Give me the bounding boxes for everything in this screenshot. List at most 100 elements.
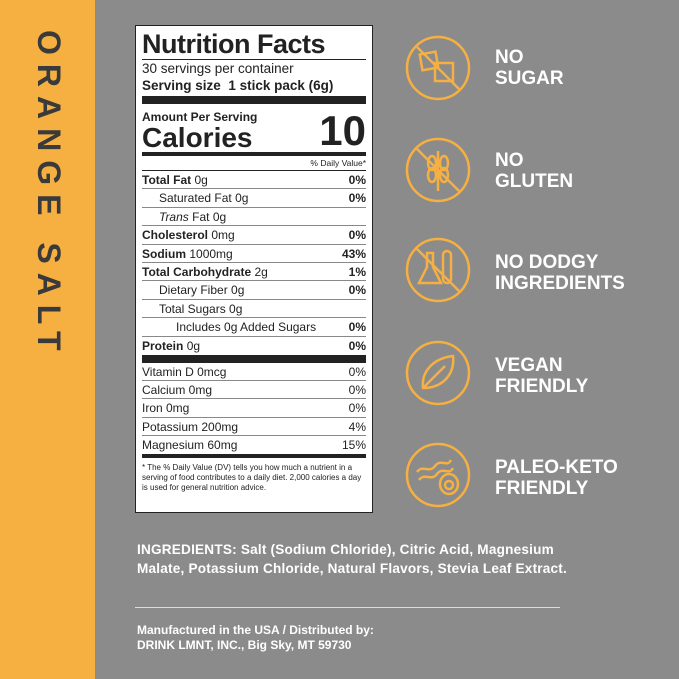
- side-strip: ORANGE SALT: [0, 0, 95, 679]
- nutrient-rows: Total Fat 0g 0% Saturated Fat 0g 0% Trans Fa…: [142, 171, 366, 363]
- nutrient-dv: 0%: [348, 173, 366, 187]
- vitamin-name: Vitamin D 0mcg: [142, 364, 227, 379]
- serving-size-value: 1 stick pack (6g): [228, 78, 334, 93]
- vitamin-row: Iron 0mg 0%: [142, 399, 366, 418]
- nf-title: Nutrition Facts: [142, 29, 366, 60]
- claim-line: PALEO-KETO: [495, 457, 618, 478]
- claim-line: FRIENDLY: [495, 375, 589, 397]
- serving-size-label: Serving size: [142, 78, 221, 93]
- nutrient-amount: 0g: [212, 209, 227, 224]
- vitamin-row: Magnesium 60mg 15%: [142, 436, 366, 454]
- vitamin-row: Potassium 200mg 4%: [142, 418, 366, 437]
- vitamin-dv: 0%: [348, 401, 366, 416]
- nutrient-dv: 43%: [341, 246, 366, 261]
- nutrient-dv: 0%: [348, 320, 366, 335]
- vitamin-name: Potassium 200mg: [142, 419, 239, 434]
- claim: NO GLUTEN: [495, 150, 573, 192]
- nutrient-amount: 0g: [231, 283, 245, 298]
- nutrient-row: Includes 0g Added Sugars 0%: [142, 318, 366, 337]
- vitamin-dv: 15%: [341, 438, 366, 453]
- claim-line: SUGAR: [495, 68, 564, 89]
- nutrient-amount: 0mg: [211, 228, 235, 243]
- nutrition-facts: Nutrition Facts 30 servings per containe…: [135, 25, 373, 513]
- nutrient-amount: 0g: [186, 338, 201, 353]
- ingredients: INGREDIENTS: Salt (Sodium Chloride), Cit…: [137, 540, 567, 578]
- nutrient-dv: 0%: [348, 283, 366, 298]
- nutrient-label: Includes 0g Added Sugars: [176, 320, 317, 335]
- divider: [135, 607, 560, 608]
- icon-paleo: [405, 442, 471, 508]
- footer: Manufactured in the USA / Distributed by…: [137, 623, 374, 653]
- nutrient-row: Total Sugars 0g: [142, 300, 366, 319]
- amount-per-serving: Amount Per Serving: [142, 110, 258, 124]
- icon-vegan: [405, 340, 471, 406]
- ingredients-text: Salt (Sodium Chloride), Citric Acid, Mag…: [137, 542, 568, 576]
- icon-ingredients: [405, 237, 471, 303]
- calories-label: Calories: [142, 122, 253, 153]
- footer-line: DRINK LMNT, INC., Big Sky, MT 59730: [137, 638, 352, 652]
- vitamin-name: Magnesium 60mg: [142, 438, 238, 453]
- dv-header: % Daily Value*: [142, 156, 366, 171]
- nutrient-name-italic: Trans: [159, 209, 189, 224]
- claim-line: FRIENDLY: [495, 478, 589, 499]
- vitamin-row: Vitamin D 0mcg 0%: [142, 363, 366, 381]
- nutrient-amount: 0g: [235, 191, 249, 206]
- nutrient-dv: 0%: [348, 228, 366, 243]
- vitamin-name: Iron 0mg: [142, 401, 190, 416]
- ingredients-label: INGREDIENTS:: [137, 542, 237, 557]
- nutrient-label: Fat: [192, 209, 210, 224]
- vitamin-dv: 0%: [348, 382, 366, 397]
- claim: NO SUGAR: [495, 47, 564, 89]
- nutrient-name: Trans Fat 0g: [142, 208, 226, 225]
- side-label: ORANGE SALT: [31, 30, 67, 360]
- nutrient-label: Dietary Fiber: [159, 283, 228, 298]
- nutrient-row: Sodium 1000mg 43%: [142, 245, 366, 263]
- nutrient-name: Total Fat 0g: [142, 171, 208, 188]
- nutrient-name: Sodium 1000mg: [142, 245, 233, 262]
- claim-line: NO: [495, 47, 524, 68]
- calories-row: Amount Per Serving Calories 10: [142, 104, 366, 156]
- vitamin-name: Calcium 0mg: [142, 382, 213, 397]
- nutrient-row: Dietary Fiber 0g 0%: [142, 281, 366, 300]
- icon-sugar: [405, 35, 471, 101]
- nutrient-label: Cholesterol: [142, 228, 209, 243]
- nutrient-amount: 0g: [194, 173, 208, 187]
- nutrient-amount: 1000mg: [189, 246, 233, 261]
- nutrient-row: Saturated Fat 0g 0%: [142, 189, 366, 208]
- nutrient-label: Protein: [142, 338, 184, 353]
- claim-line: INGREDIENTS: [495, 273, 625, 294]
- nutrient-label: Saturated Fat: [159, 191, 232, 206]
- nutrient-label: Sodium: [142, 246, 186, 261]
- footnote: * The % Daily Value (DV) tells you how m…: [142, 454, 366, 493]
- vitamin-row: Calcium 0mg 0%: [142, 381, 366, 400]
- claim: VEGAN FRIENDLY: [495, 355, 588, 397]
- nutrient-name: Saturated Fat 0g: [142, 189, 248, 206]
- nutrient-row: Cholesterol 0mg 0%: [142, 226, 366, 245]
- nutrient-dv: 0%: [348, 338, 366, 353]
- nutrient-name: Dietary Fiber 0g: [142, 281, 244, 298]
- claim: PALEO-KETO FRIENDLY: [495, 457, 618, 499]
- nutrient-label: Total Fat: [142, 173, 192, 187]
- claim: NO DODGY INGREDIENTS: [495, 252, 625, 294]
- nutrient-name: Includes 0g Added Sugars: [142, 318, 316, 335]
- claim-line: VEGAN: [495, 354, 563, 376]
- nutrient-row: Trans Fat 0g: [142, 208, 366, 227]
- nutrient-name: Protein 0g: [142, 337, 200, 355]
- calories-value: 10: [319, 107, 366, 154]
- nutrient-row: Total Fat 0g 0%: [142, 171, 366, 190]
- nutrient-dv: 1%: [348, 264, 366, 279]
- claim-line: NO DODGY: [495, 252, 599, 273]
- nutrient-name: Total Carbohydrate 2g: [142, 263, 268, 280]
- nutrient-label: Total Sugars: [159, 301, 226, 316]
- nutrient-label: Total Carbohydrate: [142, 264, 252, 279]
- icon-gluten: [405, 137, 471, 203]
- nutrient-amount: 0g: [229, 301, 243, 316]
- vitamin-rows: Vitamin D 0mcg 0% Calcium 0mg 0% Iron 0mg 0% P…: [142, 363, 366, 455]
- vitamin-dv: 0%: [348, 364, 366, 379]
- nutrient-dv: 0%: [348, 191, 366, 206]
- claim-line: NO: [495, 149, 524, 171]
- footer-line: Manufactured in the USA / Distributed by…: [137, 623, 374, 637]
- vitamin-dv: 4%: [348, 419, 366, 434]
